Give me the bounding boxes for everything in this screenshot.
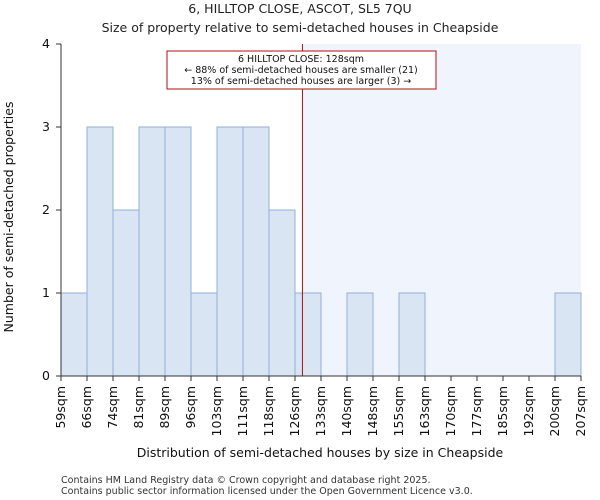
histogram-bar: [294, 292, 322, 377]
histogram-bar: [164, 126, 192, 377]
histogram-bar: [138, 126, 166, 377]
x-tick-label: 126sqm: [287, 386, 302, 436]
y-tick-label: 1: [42, 285, 50, 300]
x-tick-label: 140sqm: [339, 386, 354, 436]
x-tick-label: 207sqm: [573, 386, 588, 436]
x-tick-label: 185sqm: [495, 386, 510, 436]
histogram-bar: [242, 126, 270, 377]
histogram-bar: [554, 292, 582, 377]
histogram-bar: [86, 126, 114, 377]
x-tick-label: 89sqm: [157, 386, 172, 429]
histogram-bar: [346, 292, 374, 377]
histogram-bar: [268, 209, 296, 377]
y-tick-label: 3: [42, 119, 50, 134]
x-tick-label: 66sqm: [79, 386, 94, 429]
x-ticks: 59sqm 66sqm 74sqm 81sqm 89sqm 96sqm 103sqm 111s…: [53, 376, 588, 436]
x-tick-label: 170sqm: [443, 386, 458, 436]
chart-title: 6, HILLTOP CLOSE, ASCOT, SL5 7QU: [188, 1, 411, 16]
x-axis-label: Distribution of semi-detached houses by …: [137, 445, 504, 460]
annotation-line-1: 6 HILLTOP CLOSE: 128sqm: [238, 54, 364, 65]
x-tick-label: 177sqm: [469, 386, 484, 436]
x-tick-label: 59sqm: [53, 386, 68, 429]
x-tick-label: 133sqm: [313, 386, 328, 436]
x-tick-label: 74sqm: [105, 386, 120, 429]
footer-line-2: Contains public sector information licen…: [61, 486, 473, 497]
footer-line-1: Contains HM Land Registry data © Crown c…: [61, 475, 431, 486]
x-tick-label: 96sqm: [183, 386, 198, 429]
annotation-line-3: 13% of semi-detached houses are larger (…: [191, 76, 411, 87]
histogram-bar: [60, 292, 88, 377]
bars-layer: [60, 126, 582, 377]
histogram-bar: [112, 209, 140, 377]
x-tick-label: 200sqm: [547, 386, 562, 436]
x-tick-label: 103sqm: [209, 386, 224, 436]
y-tick-label: 2: [42, 202, 50, 217]
x-tick-label: 155sqm: [391, 386, 406, 436]
chart-subtitle: Size of property relative to semi-detach…: [102, 20, 499, 35]
x-tick-label: 148sqm: [365, 386, 380, 436]
x-tick-label: 192sqm: [521, 386, 536, 436]
x-tick-label: 81sqm: [131, 386, 146, 429]
x-tick-label: 163sqm: [417, 386, 432, 436]
x-tick-label: 118sqm: [261, 386, 276, 436]
y-axis-label: Number of semi-detached properties: [1, 102, 16, 333]
larger-region-highlight: [302, 44, 581, 376]
histogram-bar: [190, 292, 218, 377]
x-tick-label: 111sqm: [235, 386, 250, 436]
histogram-bar: [216, 126, 244, 377]
annotation-frame: [166, 50, 437, 90]
histogram-bar: [398, 292, 426, 377]
y-ticks: 0 1 2 3 4: [42, 36, 61, 383]
y-tick-label: 4: [42, 36, 50, 51]
y-tick-label: 0: [42, 368, 50, 383]
annotation-line-2: ← 88% of semi-detached houses are smalle…: [184, 65, 418, 76]
annotation-box: 6 HILLTOP CLOSE: 128sqm ← 88% of semi-de…: [166, 50, 437, 90]
